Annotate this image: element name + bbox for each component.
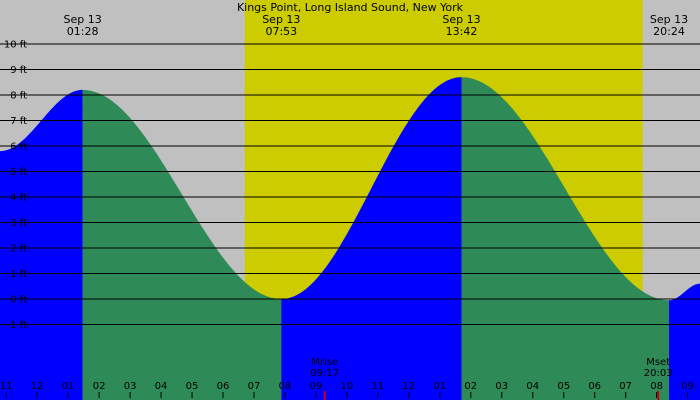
x-tick-label: 08 — [650, 381, 663, 392]
x-tick-label: 12 — [31, 381, 44, 392]
tide-event-date: Sep 13 — [650, 13, 688, 26]
moon-event-time: 09:17 — [310, 368, 339, 379]
y-tick-label: 9 ft — [10, 65, 27, 76]
y-tick-label: 5 ft — [10, 167, 27, 178]
x-tick-label: 04 — [526, 381, 539, 392]
y-tick-label: 4 ft — [10, 193, 27, 204]
x-tick-label: 12 — [402, 381, 415, 392]
tide-event-date: Sep 13 — [63, 13, 101, 26]
y-tick-label: 2 ft — [10, 244, 27, 255]
x-tick-label: 04 — [155, 381, 168, 392]
moon-event-label: Mset — [646, 357, 670, 368]
moon-event-time: 20:03 — [644, 368, 673, 379]
y-tick-label: 3 ft — [10, 218, 27, 229]
chart-title: Kings Point, Long Island Sound, New York — [237, 1, 464, 14]
tide-event-date: Sep 13 — [442, 13, 480, 26]
x-tick-label: 08 — [279, 381, 292, 392]
rising-tide-segment — [281, 77, 462, 400]
x-tick-label: 11 — [372, 381, 385, 392]
x-tick-label: 01 — [62, 381, 75, 392]
x-tick-label: 06 — [588, 381, 601, 392]
x-tick-label: 07 — [248, 381, 261, 392]
y-tick-label: -1 ft — [7, 320, 27, 331]
y-tick-label: 0 ft — [10, 295, 27, 306]
tide-event-date: Sep 13 — [262, 13, 300, 26]
falling-tide-segment — [461, 77, 669, 400]
moon-event-label: Mrise — [311, 357, 338, 368]
y-tick-labels: 10 ft 9 ft 8 ft 7 ft 6 ft 5 ft 4 ft 3 ft 2 ft 1 f… — [4, 40, 27, 332]
falling-tide-segment — [82, 89, 282, 400]
x-tick-label: 02 — [93, 381, 106, 392]
x-tick-label: 05 — [557, 381, 570, 392]
x-tick-label: 03 — [124, 381, 137, 392]
y-tick-label: 7 ft — [10, 116, 27, 127]
x-tick-label: 09 — [310, 381, 323, 392]
x-tick-label: 01 — [433, 381, 446, 392]
y-tick-label: 1 ft — [10, 269, 27, 280]
y-tick-label: 10 ft — [4, 40, 27, 51]
y-tick-label: 8 ft — [10, 91, 27, 102]
tide-area-layer — [0, 77, 700, 400]
x-tick-label: 05 — [186, 381, 199, 392]
x-tick-label: 06 — [217, 381, 230, 392]
x-tick-label: 07 — [619, 381, 632, 392]
x-tick-labels: 11 12 01 02 03 04 05 06 07 08 09 10 11 12 01 02 03 04 05 06… — [0, 381, 694, 398]
x-tick-label: 02 — [464, 381, 477, 392]
tide-event-time: 13:42 — [446, 25, 478, 38]
x-tick-label: 10 — [341, 381, 354, 392]
tide-event-time: 07:53 — [265, 25, 297, 38]
rising-tide-segment — [669, 283, 700, 400]
y-tick-label: 6 ft — [10, 142, 27, 153]
x-tick-label: 03 — [495, 381, 508, 392]
gridline-layer — [0, 43, 700, 325]
rising-tide-segment — [0, 89, 83, 400]
x-tick-label: 11 — [0, 381, 13, 392]
tide-event-time: 20:24 — [653, 25, 685, 38]
tide-event-time: 01:28 — [67, 25, 99, 38]
x-tick-label: 09 — [681, 381, 694, 392]
